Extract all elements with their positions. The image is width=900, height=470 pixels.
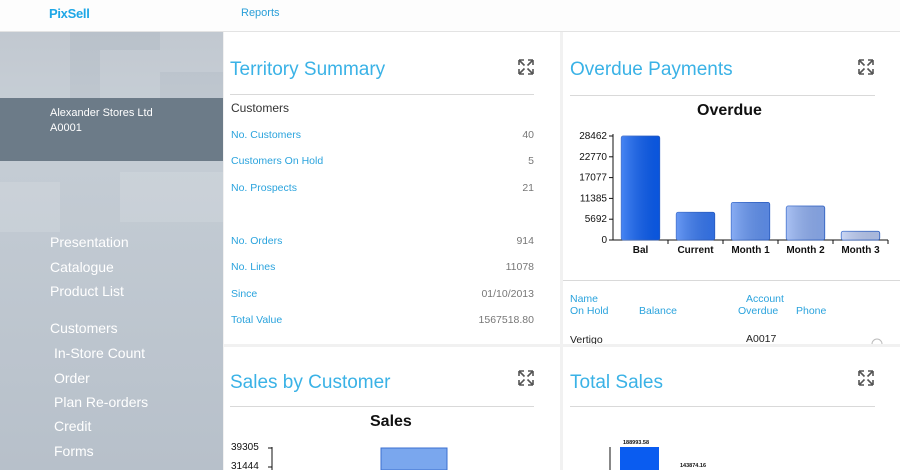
total-sales-bar: [620, 447, 659, 470]
row-account: A0017: [746, 333, 777, 344]
bar-shade: [731, 202, 770, 240]
expand-icon[interactable]: [858, 370, 874, 386]
title-divider: [570, 95, 875, 96]
x-tick-label: Month 1: [731, 245, 770, 256]
x-tick-label: Month 3: [841, 245, 880, 256]
y-tick-label: 5692: [585, 214, 608, 225]
bar-shade: [676, 212, 715, 240]
app-logo: PixSell: [49, 6, 90, 21]
territory-summary-panel: Territory Summary Customers No. Customer…: [224, 32, 560, 344]
y-tick-label: 0: [601, 235, 607, 246]
nav-forms[interactable]: Forms: [54, 443, 94, 459]
nav-in-store-count[interactable]: In-Store Count: [54, 345, 146, 361]
bar-data-label: 188993.58: [623, 440, 649, 446]
y-tick-label: 31444: [231, 461, 259, 470]
sales-chart-title: Sales: [370, 413, 412, 430]
sidebar-decor: [0, 182, 60, 232]
no-lines-value: 11078: [505, 261, 534, 273]
sidebar-decor: [160, 32, 223, 72]
no-orders-value: 914: [516, 235, 534, 247]
no-prospects-value: 21: [522, 182, 534, 194]
nav-product-list[interactable]: Product List: [50, 283, 124, 299]
reports-link[interactable]: Reports: [241, 7, 280, 19]
total-value-value: 1567518.80: [478, 314, 534, 326]
no-customers-value: 40: [522, 129, 534, 141]
overdue-chart-title: Overdue: [697, 102, 762, 119]
overdue-payments-panel: Overdue Payments Overdue 28462 22770 17077…: [563, 32, 900, 344]
sidebar-decor: [120, 172, 223, 222]
nav-catalogue[interactable]: Catalogue: [50, 259, 114, 275]
col-balance[interactable]: Balance: [639, 305, 677, 317]
bar-data-label: 143874.16: [680, 463, 706, 469]
y-tick-label: 39305: [231, 442, 259, 453]
nav-customers[interactable]: Customers: [50, 320, 118, 336]
sidebar-decor: [0, 32, 70, 98]
title-divider: [570, 406, 875, 407]
col-phone[interactable]: Phone: [796, 305, 827, 317]
account-code: A0001: [50, 122, 82, 134]
col-account[interactable]: Account: [746, 293, 784, 305]
col-name[interactable]: Name: [570, 293, 599, 305]
no-customers-label[interactable]: No. Customers: [231, 129, 302, 141]
y-tick-label: 28462: [579, 131, 607, 142]
nav-plan-re-orders[interactable]: Plan Re-orders: [54, 394, 149, 410]
sales-bar: [380, 447, 448, 470]
customers-heading: Customers: [231, 101, 290, 115]
panel-title: Total Sales: [570, 372, 663, 393]
no-orders-label[interactable]: No. Orders: [231, 235, 283, 247]
section-divider: [563, 280, 900, 281]
bar-shade: [841, 231, 880, 240]
total-value-label[interactable]: Total Value: [231, 314, 283, 326]
no-prospects-label[interactable]: No. Prospects: [231, 182, 297, 194]
no-lines-label[interactable]: No. Lines: [231, 261, 276, 273]
customers-on-hold-label[interactable]: Customers On Hold: [231, 155, 324, 167]
expand-icon[interactable]: [518, 370, 534, 386]
title-divider: [230, 406, 534, 407]
nav-presentation[interactable]: Presentation: [50, 234, 129, 250]
y-tick-label: 22770: [579, 152, 607, 163]
total-sales-panel: Total Sales 188993.58 143874.16: [563, 347, 900, 470]
col-on-hold[interactable]: On Hold: [570, 305, 609, 317]
expand-icon[interactable]: [518, 59, 534, 75]
bar-shade: [786, 206, 825, 240]
y-tick-label: 17077: [579, 173, 607, 184]
sidebar-decor: [100, 50, 160, 98]
x-tick-label: Bal: [633, 245, 649, 256]
account-name: Alexander Stores Ltd: [50, 107, 153, 119]
sales-by-customer-panel: Sales by Customer Sales 39305 31444: [224, 347, 560, 470]
top-bar: PixSell Reports: [0, 0, 900, 32]
bar-shade: [621, 136, 660, 240]
y-tick-label: 11385: [580, 193, 608, 204]
customers-on-hold-value: 5: [528, 155, 534, 167]
total-sales-bar-chart: [609, 447, 659, 470]
nav-credit[interactable]: Credit: [54, 418, 92, 434]
x-tick-label: Month 2: [786, 245, 825, 256]
panel-title: Sales by Customer: [230, 372, 391, 393]
col-overdue[interactable]: Overdue: [738, 305, 779, 317]
row-name[interactable]: Vertigo: [570, 334, 603, 344]
sidebar: Alexander Stores Ltd A0001 Presentation …: [0, 32, 223, 470]
since-label[interactable]: Since: [231, 288, 258, 300]
since-value: 01/10/2013: [481, 288, 534, 300]
x-tick-label: Current: [677, 245, 714, 256]
expand-icon[interactable]: [858, 59, 874, 75]
nav-order[interactable]: Order: [54, 370, 90, 386]
sales-bar-chart: [268, 447, 448, 470]
account-block[interactable]: Alexander Stores Ltd A0001: [0, 98, 223, 161]
overdue-bar-chart: 28462 22770 17077 11385 5692 0 Bal Current Month…: [579, 131, 889, 256]
panel-title: Overdue Payments: [570, 59, 733, 80]
row-chevron-icon[interactable]: [871, 338, 883, 344]
title-divider: [230, 94, 534, 95]
panel-title: Territory Summary: [230, 59, 386, 80]
